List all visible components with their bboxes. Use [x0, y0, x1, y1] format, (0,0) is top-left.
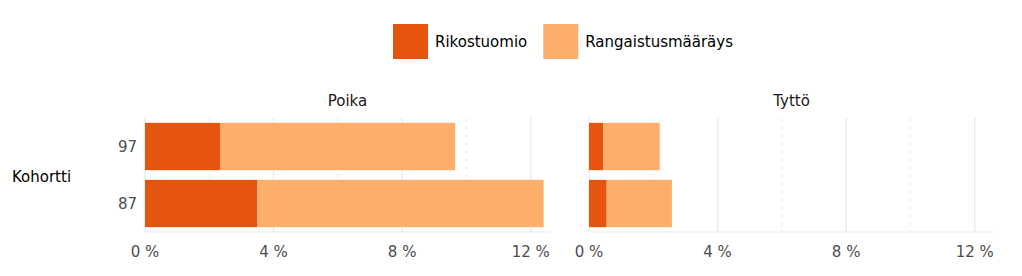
bar: [607, 180, 672, 227]
legend-swatch: [393, 24, 428, 59]
legend-swatch: [543, 24, 578, 59]
panel-title: Poika: [328, 92, 367, 110]
bar: [145, 180, 258, 227]
x-tick-label: 4 %: [703, 243, 732, 261]
grid-line: [974, 118, 976, 232]
grid-line: [845, 118, 847, 232]
y-tick-label: 87: [118, 195, 137, 213]
x-tick-label: 8 %: [388, 243, 417, 261]
x-tick-label: 12 %: [512, 243, 550, 261]
chart-svg: Rikostuomio Rangaistusmääräys Kohortti Poik…: [0, 0, 1022, 276]
chart-root: Rikostuomio Rangaistusmääräys Kohortti Poik…: [0, 0, 1022, 276]
bar: [589, 123, 603, 170]
minor-grid-line: [781, 118, 782, 232]
legend: Rikostuomio Rangaistusmääräys: [393, 24, 733, 59]
bars: [589, 123, 672, 227]
bars: [145, 123, 544, 227]
y-axis-label: Kohortti: [12, 168, 71, 186]
x-tick-label: 8 %: [832, 243, 861, 261]
bar: [221, 123, 456, 170]
x-tick-label: 0 %: [131, 243, 160, 261]
legend-label: Rikostuomio: [435, 33, 527, 51]
x-tick-label: 12 %: [956, 243, 994, 261]
panel: Poika 0 % 4 % 8 % 12 % 97 87: [118, 92, 550, 261]
bar: [603, 123, 660, 170]
minor-grid-line: [910, 118, 911, 232]
bar: [145, 123, 221, 170]
legend-label: Rangaistusmääräys: [585, 33, 733, 51]
x-axis-line: [145, 232, 550, 233]
background: [0, 0, 1022, 276]
grid-line: [717, 118, 719, 232]
x-axis-line: [589, 232, 994, 233]
y-tick-label: 97: [118, 138, 137, 156]
panel-title: Tyttö: [772, 92, 810, 110]
x-tick-label: 4 %: [259, 243, 288, 261]
bar: [258, 180, 544, 227]
bar: [589, 180, 607, 227]
panel: Tyttö 0 % 4 % 8 % 12 %: [575, 92, 994, 261]
x-tick-label: 0 %: [575, 243, 604, 261]
